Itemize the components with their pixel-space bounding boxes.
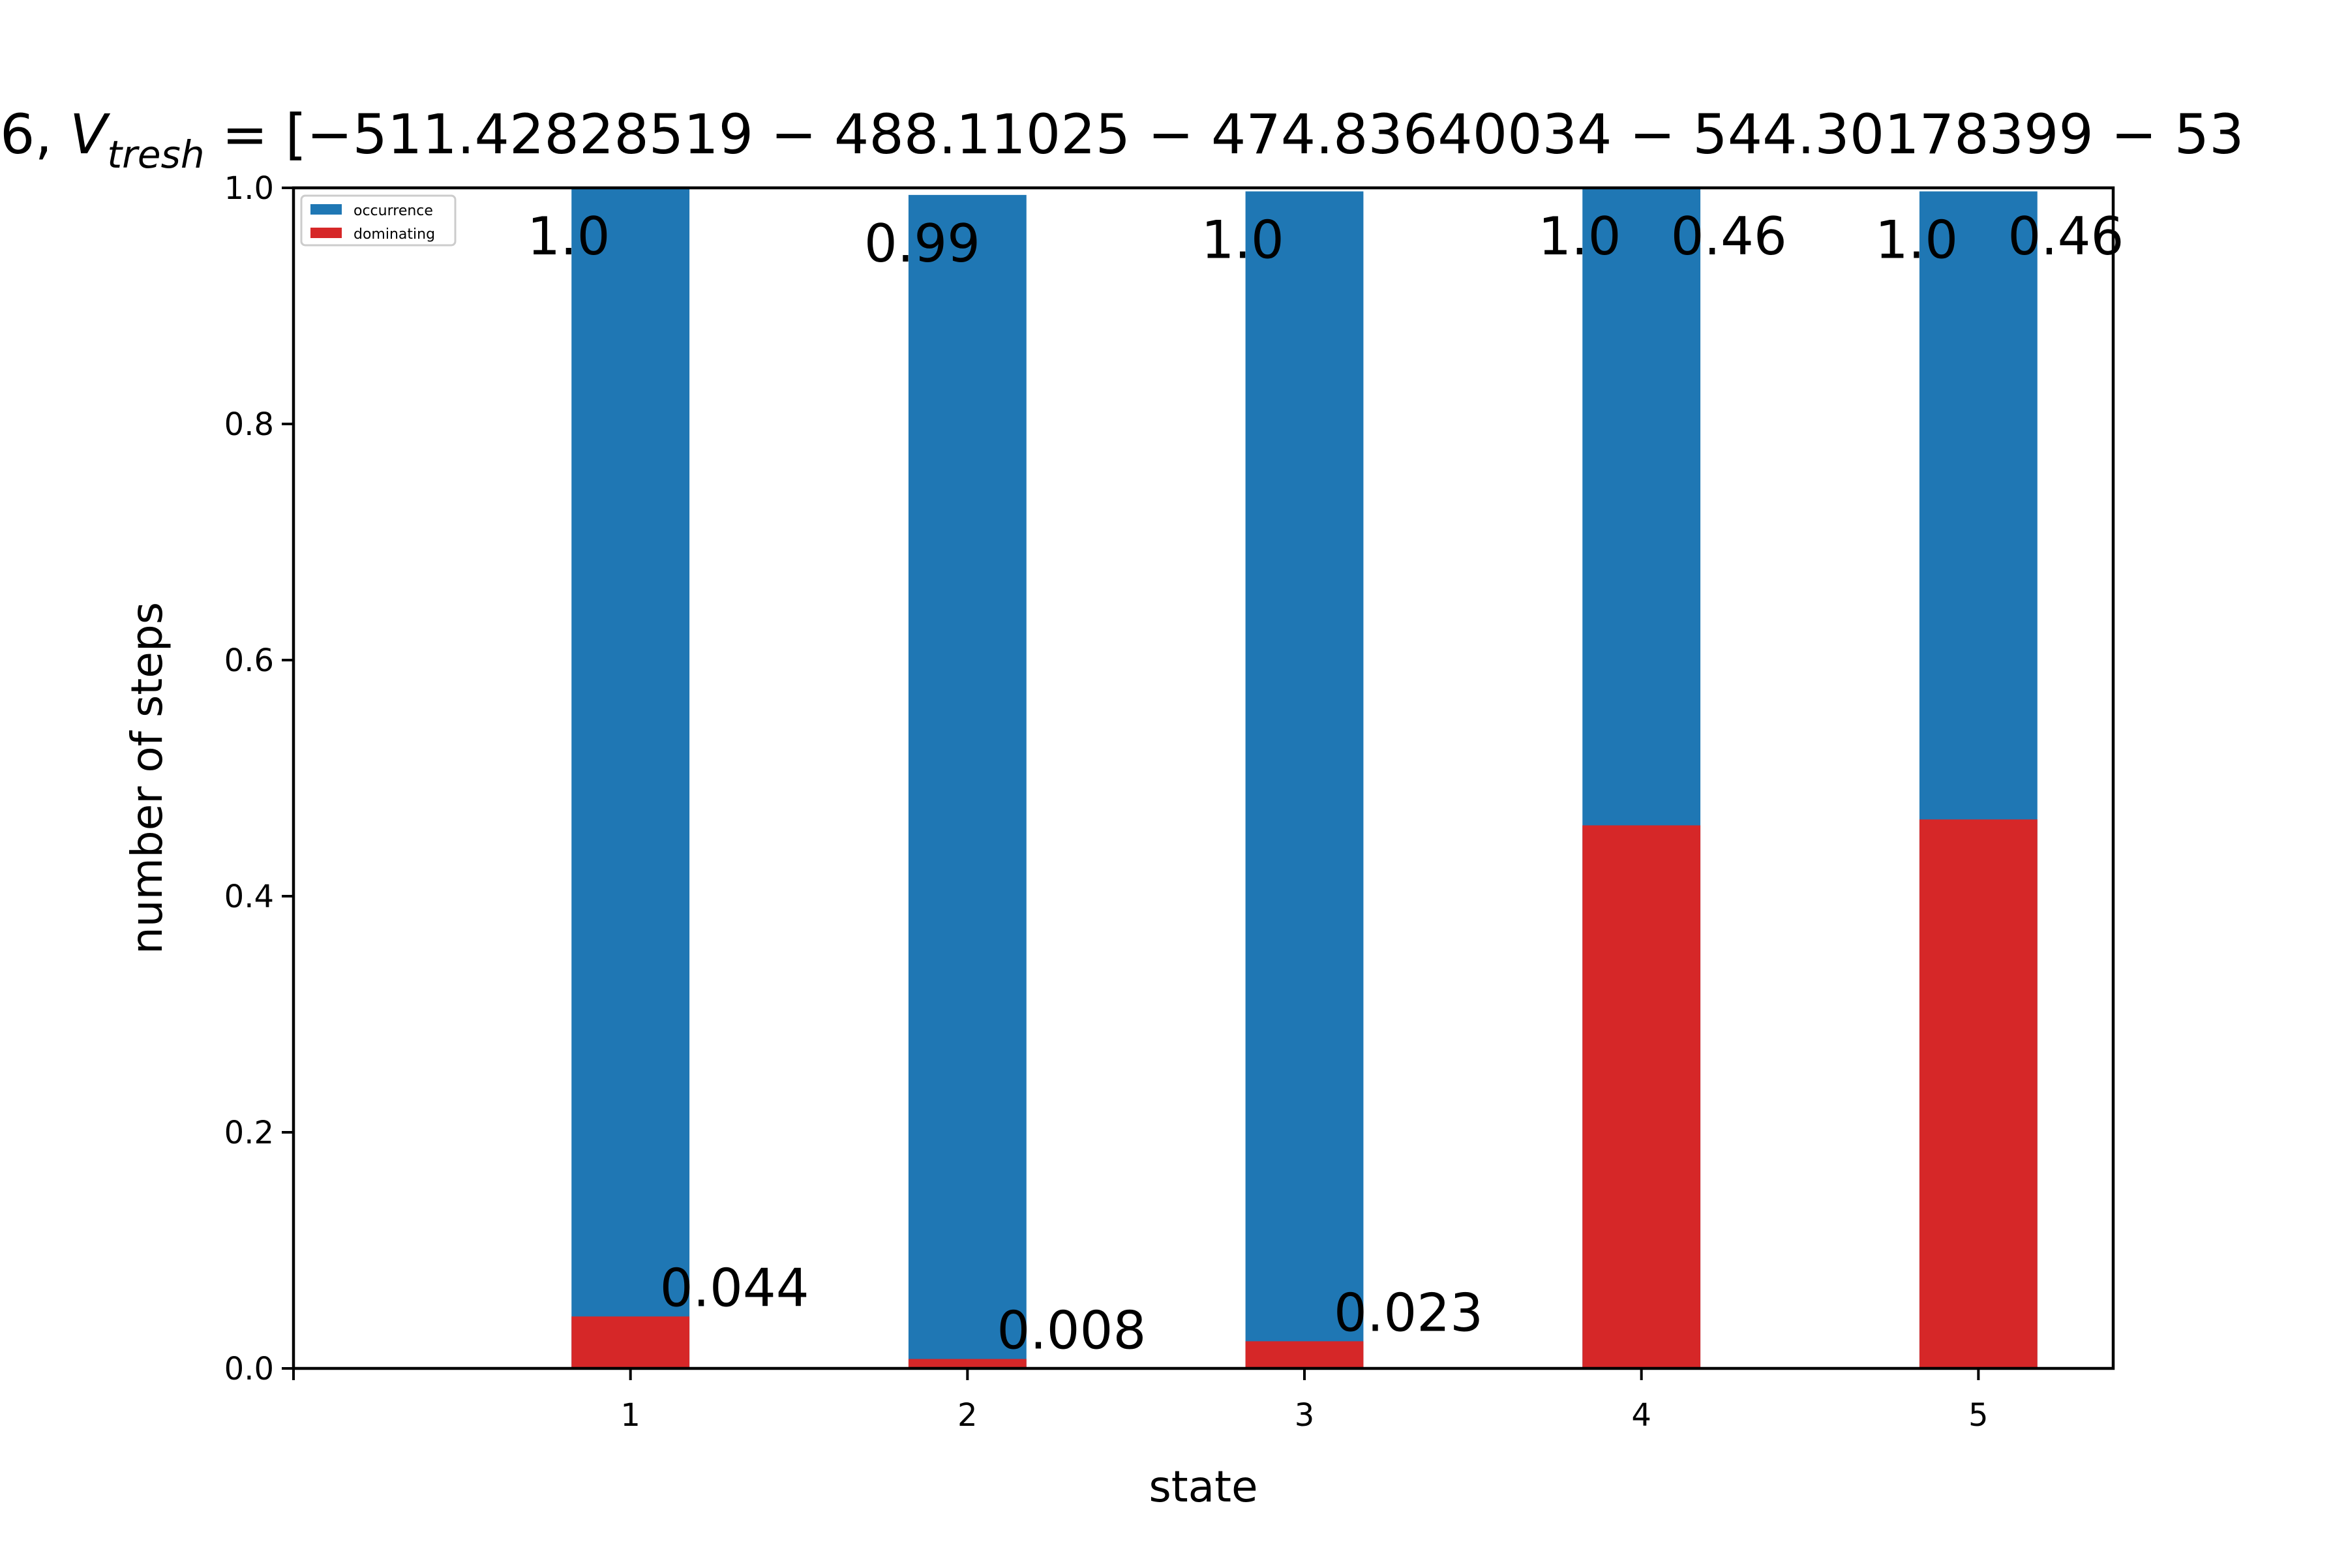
legend-label-dominating: dominating xyxy=(354,226,435,243)
legend: occurrence dominating xyxy=(300,194,457,247)
data-label-dominating-1: 0.044 xyxy=(660,1258,809,1318)
bar-occurrence-1 xyxy=(571,188,690,1368)
legend-swatch-occurrence xyxy=(310,204,342,215)
ticks-layer: 1 2 3 4 5 0.0 0.2 0.4 0.6 0.8 1.0 xyxy=(224,170,1989,1434)
data-label-occurrence-3: 1.0 xyxy=(1201,209,1284,270)
data-label-dominating-3: 0.023 xyxy=(1334,1282,1483,1343)
y-tick-label-1.0: 1.0 xyxy=(224,170,274,207)
x-tick-label-1: 1 xyxy=(620,1397,640,1434)
bar-dominating-5 xyxy=(1919,819,2038,1368)
y-tick-label-0.0: 0.0 xyxy=(224,1351,274,1387)
x-tick-label-3: 3 xyxy=(1295,1397,1315,1434)
plot-frame xyxy=(292,186,2115,1370)
y-axis-label: number of steps xyxy=(122,602,172,954)
x-axis-label: state xyxy=(1149,1462,1257,1512)
chart-title: 6, Vtresh = [−511.42828519 − 488.11025 −… xyxy=(0,102,2244,177)
data-label-dominating-2: 0.008 xyxy=(997,1301,1146,1361)
x-tick-label-4: 4 xyxy=(1631,1397,1651,1434)
y-tick-label-0.4: 0.4 xyxy=(224,879,274,915)
data-label-dominating-4: 0.46 xyxy=(1671,206,1787,267)
x-tick-label-5: 5 xyxy=(1968,1397,1989,1434)
data-label-occurrence-1: 1.0 xyxy=(527,206,610,267)
data-label-occurrence-5: 1.0 xyxy=(1875,209,1958,270)
title-rest: = [−511.42828519 − 488.11025 − 474.83640… xyxy=(205,102,2244,166)
y-tick-label-0.8: 0.8 xyxy=(224,406,274,443)
title-subscript: tresh xyxy=(107,132,204,177)
legend-swatch-dominating xyxy=(310,228,342,238)
y-tick-label-0.2: 0.2 xyxy=(224,1115,274,1151)
bar-dominating-2 xyxy=(908,1359,1027,1368)
y-tick-label-0.6: 0.6 xyxy=(224,642,274,679)
title-variable: V xyxy=(70,102,111,166)
bar-dominating-3 xyxy=(1245,1341,1364,1368)
legend-label-occurrence: occurrence xyxy=(354,203,433,219)
title-prefix: 6, xyxy=(0,102,70,166)
bar-occurrence-2 xyxy=(908,194,1027,1368)
bars-layer xyxy=(571,188,2038,1369)
bar-dominating-4 xyxy=(1582,825,1701,1368)
data-label-occurrence-4: 1.0 xyxy=(1538,206,1621,267)
bar-occurrence-3 xyxy=(1245,191,1364,1369)
data-label-occurrence-2: 0.99 xyxy=(864,213,980,274)
data-labels-layer: 1.0 0.044 0.99 0.008 1.0 0.023 1.0 0.46 1.0 0.46 xyxy=(527,206,2124,1361)
x-tick-label-2: 2 xyxy=(957,1397,978,1434)
data-label-dominating-5: 0.46 xyxy=(2008,206,2124,267)
bar-dominating-1 xyxy=(571,1316,690,1368)
